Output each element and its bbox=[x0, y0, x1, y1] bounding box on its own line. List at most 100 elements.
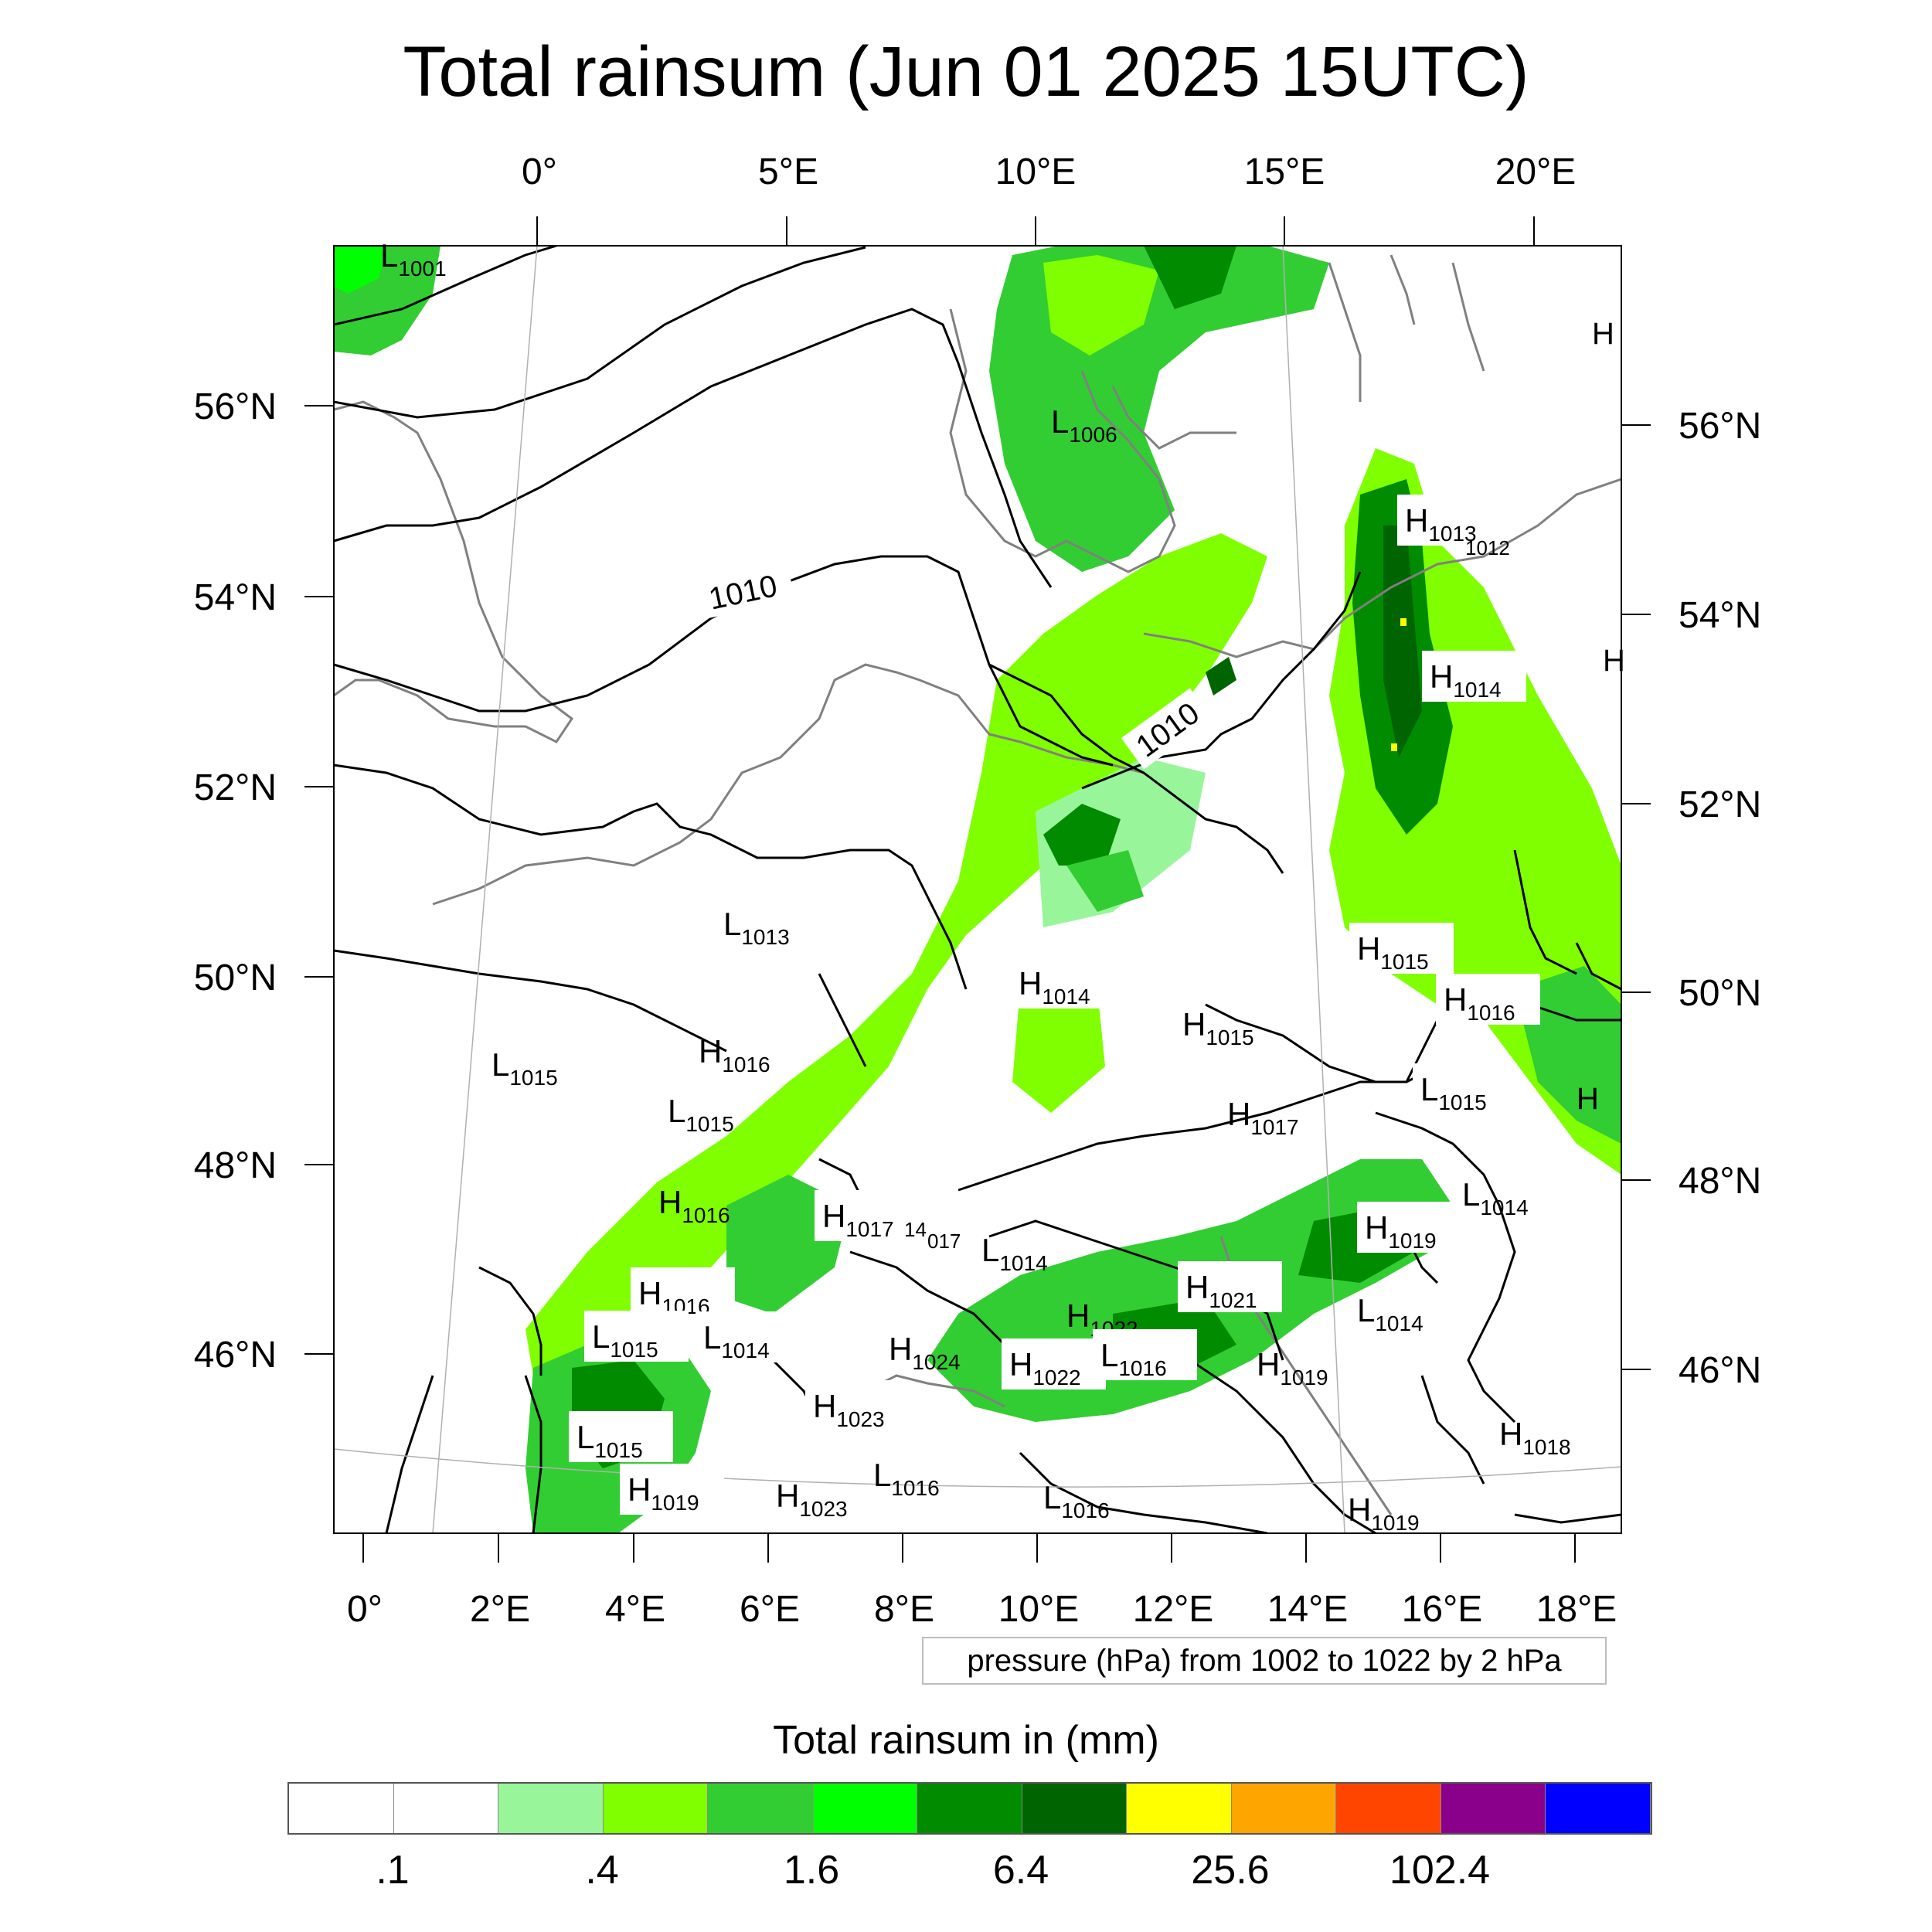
partial-label: H bbox=[1603, 644, 1625, 678]
tick-label: 2°E bbox=[470, 1589, 530, 1630]
high-pressure-label: H1015 bbox=[1349, 923, 1454, 974]
label-background bbox=[1011, 957, 1115, 1009]
tick-label: 46°N bbox=[194, 1335, 277, 1376]
low-pressure-label: L1016 bbox=[873, 1457, 940, 1500]
colorbar-swatch bbox=[1336, 1784, 1441, 1833]
partial-label: H bbox=[1592, 317, 1614, 351]
high-pressure-label: H1019 bbox=[1357, 1202, 1461, 1253]
label-background bbox=[1422, 651, 1526, 702]
pressure-center-text: H1014 bbox=[1019, 965, 1090, 1009]
tick-label: 50°N bbox=[1679, 973, 1761, 1014]
label-background bbox=[1093, 1329, 1197, 1380]
label-background bbox=[696, 1311, 800, 1362]
tick-label: 10°E bbox=[998, 1589, 1080, 1630]
pressure-center-text: H1019 bbox=[628, 1471, 699, 1515]
partial-label: 1012 bbox=[1465, 536, 1510, 560]
high-pressure-label: H1015 bbox=[1182, 1006, 1254, 1049]
tick-label: 4°E bbox=[605, 1589, 665, 1630]
label-background bbox=[1413, 1063, 1517, 1114]
pressure-center-text: H1022 bbox=[1009, 1346, 1081, 1389]
pressure-center-text: H1019 bbox=[1348, 1492, 1420, 1535]
label-background bbox=[569, 1411, 673, 1462]
partial-labels: H H H 1012 14 017 bbox=[904, 317, 1625, 1253]
label-background bbox=[584, 1311, 689, 1362]
tick-label: 52°N bbox=[194, 767, 277, 808]
high-pressure-label: H1019 bbox=[1257, 1346, 1328, 1389]
pressure-center-text: L1014 bbox=[1357, 1292, 1423, 1335]
high-pressure-label: H1018 bbox=[1499, 1416, 1571, 1459]
tick-label: 54°N bbox=[194, 577, 277, 618]
pressure-center-text: L1014 bbox=[703, 1319, 770, 1362]
pressure-center-text: L1015 bbox=[592, 1318, 658, 1362]
tick-label: 18°E bbox=[1536, 1589, 1617, 1630]
tick-label: 56°N bbox=[1679, 406, 1761, 447]
label-background bbox=[1349, 923, 1454, 974]
partial-label: 017 bbox=[927, 1230, 961, 1253]
label-background bbox=[1357, 1202, 1461, 1253]
colorbar-tick-label: 102.4 bbox=[1389, 1848, 1491, 1893]
pressure-center-text: H1015 bbox=[1357, 930, 1429, 974]
pressure-center-text: H1023 bbox=[813, 1388, 885, 1431]
rainfall-shading bbox=[334, 246, 1621, 1533]
tick-label: 50°N bbox=[194, 957, 277, 998]
high-pressure-label: H1014 bbox=[1011, 957, 1115, 1009]
colorbar-swatch bbox=[1231, 1784, 1336, 1833]
pressure-center-text: H1017 bbox=[822, 1198, 894, 1241]
tick-label: 12°E bbox=[1133, 1589, 1214, 1630]
high-pressure-label: H1023 bbox=[805, 1380, 910, 1431]
tick-label: 56°N bbox=[194, 386, 277, 427]
top-axis-labels: 0° 5°E 10°E 15°E 20°E bbox=[522, 151, 1576, 192]
pressure-center-text: L1014 bbox=[981, 1232, 1048, 1275]
pressure-center-text: H1014 bbox=[1430, 658, 1502, 702]
colorbar-swatch bbox=[1022, 1784, 1127, 1833]
tick-label: 54°N bbox=[1679, 595, 1761, 636]
label-background bbox=[631, 1267, 735, 1318]
colorbar-swatch bbox=[1127, 1784, 1232, 1833]
low-pressure-label: L1014 bbox=[1462, 1176, 1529, 1219]
high-pressure-label: H1024 bbox=[889, 1331, 961, 1374]
contour-label: 1010 bbox=[706, 569, 780, 617]
partial-label: 14 bbox=[904, 1218, 927, 1241]
low-pressure-label: L1015 bbox=[1413, 1063, 1517, 1114]
low-pressure-label: L1015 bbox=[492, 1046, 558, 1090]
high-pressure-label: H1023 bbox=[776, 1478, 848, 1521]
colorbar-swatch bbox=[917, 1784, 1022, 1833]
pressure-center-text: L1015 bbox=[668, 1093, 734, 1136]
tick-label: 0° bbox=[347, 1589, 383, 1630]
right-axis-labels: 56°N 54°N 52°N 50°N 48°N 46°N bbox=[1679, 406, 1761, 1391]
tick-label: 15°E bbox=[1244, 151, 1325, 192]
tick-label: 52°N bbox=[1679, 784, 1761, 825]
axis-ticks bbox=[304, 216, 1651, 1563]
low-pressure-label: L1014 bbox=[981, 1232, 1048, 1275]
tick-label: 8°E bbox=[874, 1589, 934, 1630]
label-background bbox=[805, 1380, 910, 1431]
high-pressure-label: H1017 bbox=[1227, 1096, 1299, 1139]
tick-label: 10°E bbox=[995, 151, 1077, 192]
high-pressure-label: H1016 bbox=[699, 1033, 770, 1077]
high-pressure-label: H1019 bbox=[620, 1464, 724, 1515]
colorbar-swatch bbox=[708, 1784, 813, 1833]
pressure-center-text: L1006 bbox=[1051, 403, 1117, 447]
colorbar-swatch bbox=[1440, 1784, 1546, 1833]
pressure-center-text: H1019 bbox=[1257, 1346, 1328, 1389]
low-pressure-label: L1014 bbox=[1357, 1292, 1423, 1335]
colorbar-swatch bbox=[289, 1784, 394, 1833]
colorbar-tick-label: .1 bbox=[376, 1848, 410, 1893]
high-pressure-label: H1019 bbox=[1348, 1492, 1420, 1535]
coastlines bbox=[334, 254, 1621, 1515]
tick-label: 48°N bbox=[1679, 1161, 1761, 1202]
low-pressure-label: L1016 bbox=[1043, 1479, 1110, 1522]
high-pressure-label: H1021 bbox=[1178, 1261, 1282, 1312]
pressure-center-text: H1016 bbox=[1444, 981, 1515, 1025]
pressure-center-text: L1016 bbox=[1100, 1337, 1167, 1380]
colorbar-tick-label: 25.6 bbox=[1191, 1848, 1270, 1893]
pressure-center-text: H1018 bbox=[1499, 1416, 1571, 1459]
high-pressure-label: H1016 bbox=[1436, 974, 1540, 1025]
pressure-center-text: H1024 bbox=[889, 1331, 961, 1374]
high-pressure-label: H1013 bbox=[1397, 495, 1502, 546]
tick-label: 5°E bbox=[758, 151, 818, 192]
low-pressure-label: L1015 bbox=[569, 1411, 673, 1462]
pressure-legend: pressure (hPa) from 1002 to 1022 by 2 hP… bbox=[922, 1637, 1607, 1685]
tick-label: 0° bbox=[522, 151, 557, 192]
